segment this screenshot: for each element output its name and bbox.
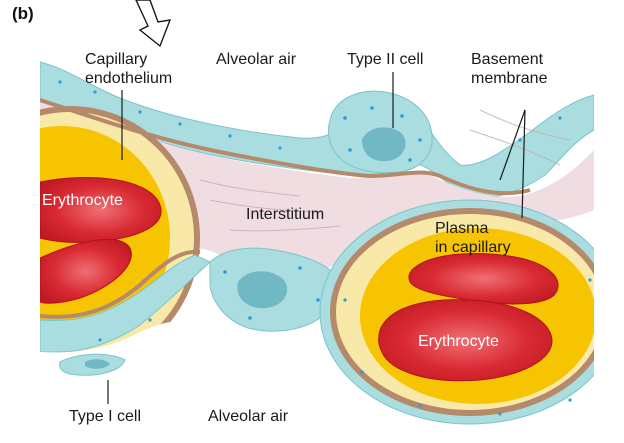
lower-middle-cell-nucleus [237, 271, 288, 309]
label-capillary-line2: endothelium [85, 70, 173, 87]
right-capillary [319, 199, 594, 425]
label-interstitium: Interstitium [246, 206, 325, 223]
label-plasma-line2: in capillary [435, 239, 511, 256]
label-capillary-line1: Capillary [85, 51, 148, 68]
type2-cell-nucleus [362, 127, 406, 162]
label-basement-line1: Basement [471, 51, 544, 68]
label-erythrocyte-right: Erythrocyte [418, 333, 499, 350]
panel-label: (b) [12, 4, 34, 23]
epithelium-dots [58, 80, 592, 416]
label-type1-cell: Type I cell [69, 408, 142, 425]
label-plasma-in-capillary: Plasma in capillary [435, 219, 511, 257]
lower-left-basement-membrane [40, 249, 201, 319]
left-erythrocyte-1 [40, 177, 162, 243]
left-erythrocyte-2 [40, 238, 132, 304]
upper-basement-membrane [40, 98, 531, 196]
label-basement-membrane: Basement membrane [471, 50, 547, 88]
interstitium-region [40, 100, 594, 318]
right-erythrocyte-2 [378, 299, 553, 382]
label-alveolar-air-top: Alveolar air [216, 51, 297, 68]
label-capillary-endothelium: Capillary endothelium [85, 50, 172, 88]
label-basement-line2: membrane [471, 70, 548, 87]
right-erythrocyte-1 [408, 253, 559, 305]
label-alveolar-air-bottom: Alveolar air [208, 408, 289, 425]
leader-lines [107, 72, 526, 404]
label-type2-cell: Type II cell [347, 51, 424, 68]
label-erythrocyte-left: Erythrocyte [42, 192, 123, 209]
pointer-arrow-icon [135, 0, 172, 48]
label-plasma-line1: Plasma [435, 220, 489, 237]
upper-alveolar-epithelium [40, 61, 594, 199]
type1-cell-nucleus [85, 359, 110, 369]
